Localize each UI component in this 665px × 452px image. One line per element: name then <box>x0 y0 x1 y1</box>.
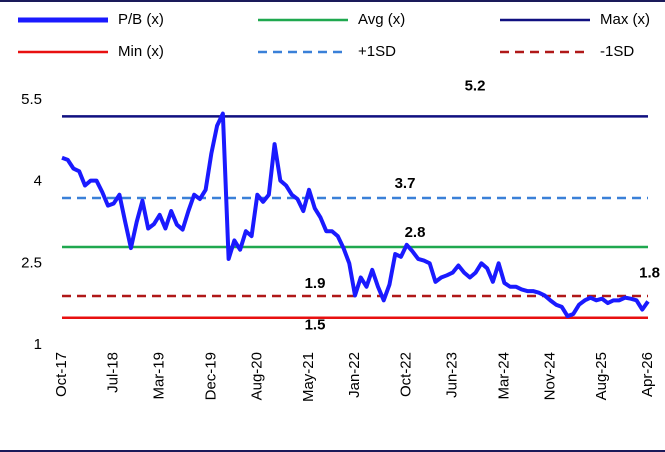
reference-label: 1.9 <box>305 275 326 292</box>
reference-label: 3.7 <box>395 175 416 192</box>
x-tick-label: Mar-19 <box>151 352 168 400</box>
x-tick-label: Jun-23 <box>444 352 461 398</box>
x-tick-label: Dec-19 <box>202 352 219 400</box>
legend-label: Min (x) <box>118 43 164 60</box>
legend-label: -1SD <box>600 43 634 60</box>
reference-label: 1.5 <box>305 317 326 334</box>
y-tick-label: 1 <box>34 336 42 353</box>
x-tick-label: Mar-24 <box>495 352 512 400</box>
x-tick-label: Jul-18 <box>105 352 122 393</box>
pb-line <box>61 111 650 319</box>
y-tick-label: 4 <box>34 173 42 190</box>
x-tick-label: Oct-22 <box>398 352 415 397</box>
legend-label: +1SD <box>358 43 396 60</box>
x-tick-label: May-21 <box>300 352 317 402</box>
y-tick-label: 2.5 <box>21 254 42 271</box>
legend-label: P/B (x) <box>118 11 164 28</box>
x-tick-label: Nov-24 <box>541 352 558 400</box>
legend-label: Max (x) <box>600 11 650 28</box>
x-tick-label: Apr-26 <box>639 352 656 397</box>
legend-label: Avg (x) <box>358 11 405 28</box>
reference-label: 2.8 <box>405 224 426 241</box>
y-tick-label: 5.5 <box>21 91 42 108</box>
x-tick-label: Aug-20 <box>248 352 265 400</box>
reference-label: 5.2 <box>465 77 486 94</box>
x-tick-label: Oct-17 <box>53 352 70 397</box>
x-tick-label: Jan-22 <box>346 352 363 398</box>
x-tick-label: Aug-25 <box>593 352 610 400</box>
last-value-label: 1.8 <box>639 264 660 281</box>
